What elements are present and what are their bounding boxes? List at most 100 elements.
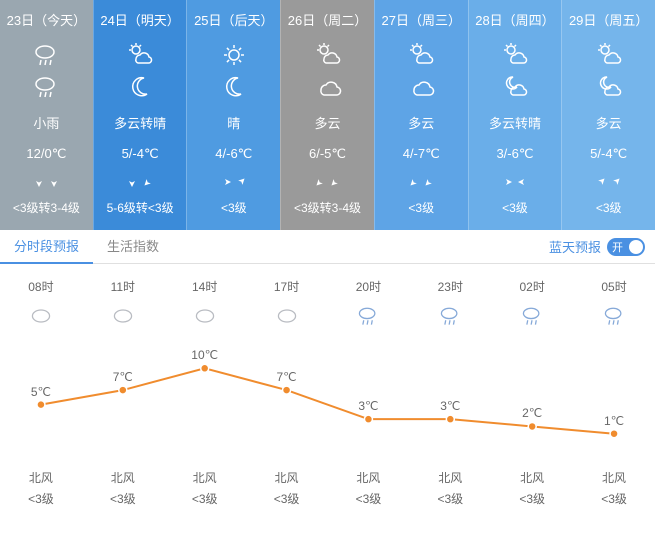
moon-icon [126, 73, 154, 101]
hour-column: 08时 [0, 278, 82, 331]
hour-time: 20时 [328, 278, 410, 295]
day-condition: 晴 [187, 113, 280, 132]
day-column[interactable]: 29日（周五） 多云 5/-4℃ <3级 [561, 0, 655, 230]
day-wind-arrows [562, 176, 655, 191]
wind-level: <3级 [328, 490, 410, 507]
rain-icon [32, 73, 60, 101]
wind-arrow-icon [142, 176, 154, 188]
day-date: 29日（周五） [562, 10, 655, 29]
day-condition: 多云转晴 [469, 113, 562, 132]
day-column[interactable]: 27日（周三） 多云 4/-7℃ <3级 [374, 0, 468, 230]
wind-level: <3级 [573, 490, 655, 507]
wind-arrow-icon [126, 176, 138, 188]
blue-sky-toggle[interactable]: 开 [607, 238, 645, 256]
wind-arrow-icon [48, 176, 60, 188]
rain-icon [438, 304, 462, 328]
day-icons [187, 39, 280, 103]
day-wind: <3级 [469, 199, 562, 216]
day-condition: 多云 [562, 113, 655, 132]
temp-label: 3℃ [358, 399, 378, 413]
day-date: 27日（周三） [375, 10, 468, 29]
overcast-icon [111, 304, 135, 328]
day-date: 28日（周四） [469, 10, 562, 29]
hour-column: 14时 [164, 278, 246, 331]
day-wind-arrows [0, 176, 93, 191]
hour-column: 05时 [573, 278, 655, 331]
day-column[interactable]: 28日（周四） 多云转晴 3/-6℃ <3级 [468, 0, 562, 230]
sun-icon [220, 41, 248, 69]
hour-icon [409, 301, 491, 331]
hour-times-row: 08时 11时 14时 17时 20时 23时 02时 05时 [0, 278, 655, 331]
day-temp: 4/-6℃ [187, 146, 280, 162]
partly-icon [595, 41, 623, 69]
day-icons [281, 39, 374, 103]
day-column[interactable]: 23日（今天） 小雨 12/0℃ <3级转3-4级 [0, 0, 93, 230]
hour-icon [491, 301, 573, 331]
wind-direction: 北风 [82, 469, 164, 486]
wind-level: <3级 [0, 490, 82, 507]
wind-arrow-icon [610, 176, 622, 188]
partly-icon [407, 41, 435, 69]
day-condition: 小雨 [0, 113, 93, 132]
wind-direction: 北风 [491, 469, 573, 486]
hour-time: 14时 [164, 278, 246, 295]
cloud-icon [314, 73, 342, 101]
wind-arrow-icon [329, 176, 341, 188]
hour-time: 02时 [491, 278, 573, 295]
overcast-icon [275, 304, 299, 328]
hour-column: 23时 [409, 278, 491, 331]
wind-column: 北风 <3级 [164, 469, 246, 507]
wind-direction: 北风 [573, 469, 655, 486]
hour-wind-row: 北风 <3级北风 <3级北风 <3级北风 <3级北风 <3级北风 <3级北风 <… [0, 469, 655, 507]
day-column[interactable]: 26日（周二） 多云 6/-5℃ <3级转3-4级 [280, 0, 374, 230]
wind-column: 北风 <3级 [409, 469, 491, 507]
day-icons [562, 39, 655, 103]
rain-icon [520, 304, 544, 328]
tab-hourly[interactable]: 分时段预报 [0, 230, 93, 264]
partly-icon [314, 41, 342, 69]
day-date: 23日（今天） [0, 10, 93, 29]
hour-time: 05时 [573, 278, 655, 295]
tab-life-index[interactable]: 生活指数 [93, 230, 173, 264]
hour-time: 17时 [246, 278, 328, 295]
temp-label: 1℃ [604, 414, 624, 428]
day-condition: 多云 [281, 113, 374, 132]
day-wind-arrows [469, 176, 562, 191]
rain-icon [356, 304, 380, 328]
day-icons [375, 39, 468, 103]
wind-arrow-icon [595, 176, 607, 188]
overcast-icon [193, 304, 217, 328]
day-date: 25日（后天） [187, 10, 280, 29]
day-temp: 5/-4℃ [94, 146, 187, 162]
blue-sky-label: 蓝天预报 [549, 237, 601, 256]
toggle-on-label: 开 [612, 239, 623, 255]
hour-icon [0, 301, 82, 331]
wind-direction: 北风 [164, 469, 246, 486]
day-temp: 12/0℃ [0, 146, 93, 162]
temp-label: 10℃ [191, 348, 218, 362]
day-wind: 5-6级转<3级 [94, 199, 187, 216]
wind-column: 北风 <3级 [491, 469, 573, 507]
day-condition: 多云 [375, 113, 468, 132]
temp-chart: 5℃7℃10℃7℃3℃3℃2℃1℃ [0, 341, 655, 461]
wind-level: <3级 [409, 490, 491, 507]
day-column[interactable]: 24日（明天） 多云转晴 5/-4℃ 5-6级转<3级 [93, 0, 187, 230]
hour-time: 08时 [0, 278, 82, 295]
wind-arrow-icon [423, 176, 435, 188]
day-wind: <3级 [187, 199, 280, 216]
wind-arrow-icon [314, 176, 326, 188]
wind-arrow-icon [220, 176, 232, 188]
wind-direction: 北风 [328, 469, 410, 486]
day-temp: 6/-5℃ [281, 146, 374, 162]
day-wind-arrows [94, 176, 187, 191]
moon-icon [220, 73, 248, 101]
rain-icon [602, 304, 626, 328]
hour-time: 11时 [82, 278, 164, 295]
hour-column: 20时 [328, 278, 410, 331]
wind-level: <3级 [82, 490, 164, 507]
temp-label: 2℃ [522, 406, 542, 420]
partly-moon-icon [501, 73, 529, 101]
day-column[interactable]: 25日（后天） 晴 4/-6℃ <3级 [186, 0, 280, 230]
wind-direction: 北风 [0, 469, 82, 486]
day-icons [94, 39, 187, 103]
